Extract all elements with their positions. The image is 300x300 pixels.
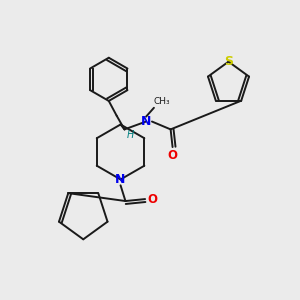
Text: CH₃: CH₃ xyxy=(154,97,171,106)
Text: O: O xyxy=(147,193,157,206)
Text: O: O xyxy=(168,149,178,162)
Text: S: S xyxy=(224,55,233,68)
Text: N: N xyxy=(116,173,126,186)
Text: N: N xyxy=(141,115,151,128)
Text: H: H xyxy=(126,130,134,140)
